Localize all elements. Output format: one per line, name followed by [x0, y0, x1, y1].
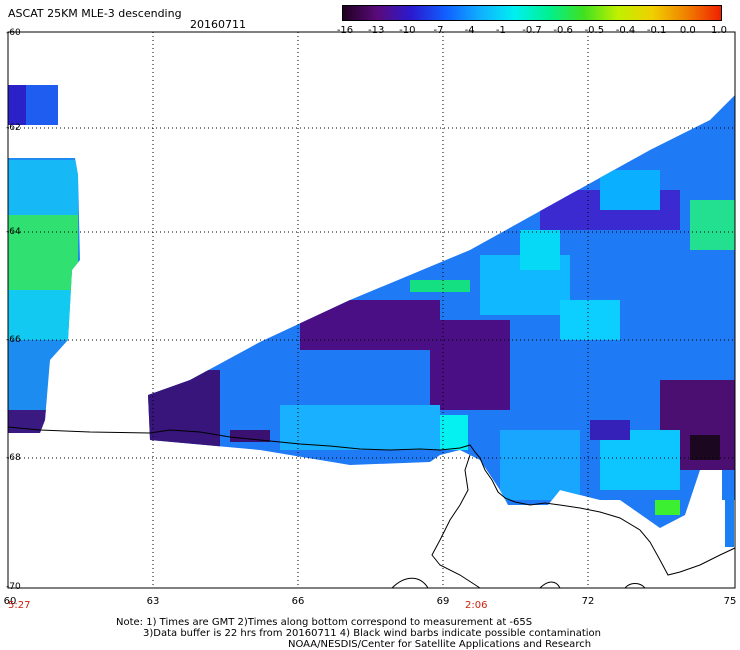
x-tick-label: 72 [581, 596, 595, 607]
y-tick-label: -68 [6, 453, 21, 463]
y-tick-label: -64 [6, 227, 21, 237]
note-line-1: Note: 1) Times are GMT 2)Times along bot… [116, 617, 533, 628]
colorbar-label: -0.5 [584, 25, 605, 36]
y-tick-label: -66 [6, 335, 21, 345]
colorbar-label: 0.0 [679, 25, 696, 36]
colorbar-label: -0.1 [646, 25, 667, 36]
colorbar [342, 5, 722, 21]
colorbar-label: -1 [495, 25, 506, 36]
y-tick-label: -62 [6, 123, 21, 133]
colorbar-label: -0.7 [522, 25, 542, 36]
colorbar-label: -0.4 [615, 25, 636, 36]
y-tick-label: -60 [6, 28, 21, 38]
colorbar-label: -7 [433, 25, 444, 36]
colorbar-label: -0.6 [553, 25, 573, 36]
note-line-3: NOAA/NESDIS/Center for Satellite Applica… [288, 639, 592, 650]
chart-date: 20160711 [190, 18, 246, 31]
x-tick-label: 60 [3, 596, 17, 607]
colorbar-label: -16 [336, 25, 354, 36]
time-label-middle: 2:06 [465, 600, 488, 611]
lat-lon-grid [8, 32, 735, 588]
data-cells [8, 85, 735, 547]
colorbar-label: -10 [399, 25, 416, 36]
colorbar-label: -4 [464, 25, 475, 36]
x-tick-label: 75 [723, 596, 737, 607]
x-tick-label: 66 [291, 596, 305, 607]
map-frame [7, 31, 736, 589]
coastline [7, 426, 736, 589]
chart-title: ASCAT 25KM MLE-3 descending [8, 7, 182, 20]
note-line-2: 3)Data buffer is 22 hrs from 20160711 4)… [143, 628, 601, 639]
x-tick-label: 69 [436, 596, 450, 607]
time-label-left: 5:27 [8, 600, 31, 611]
y-tick-label: -70 [6, 582, 21, 592]
colorbar-label: -13 [367, 25, 385, 36]
x-tick-label: 63 [146, 596, 160, 607]
colorbar-label: 1.0 [711, 25, 727, 36]
